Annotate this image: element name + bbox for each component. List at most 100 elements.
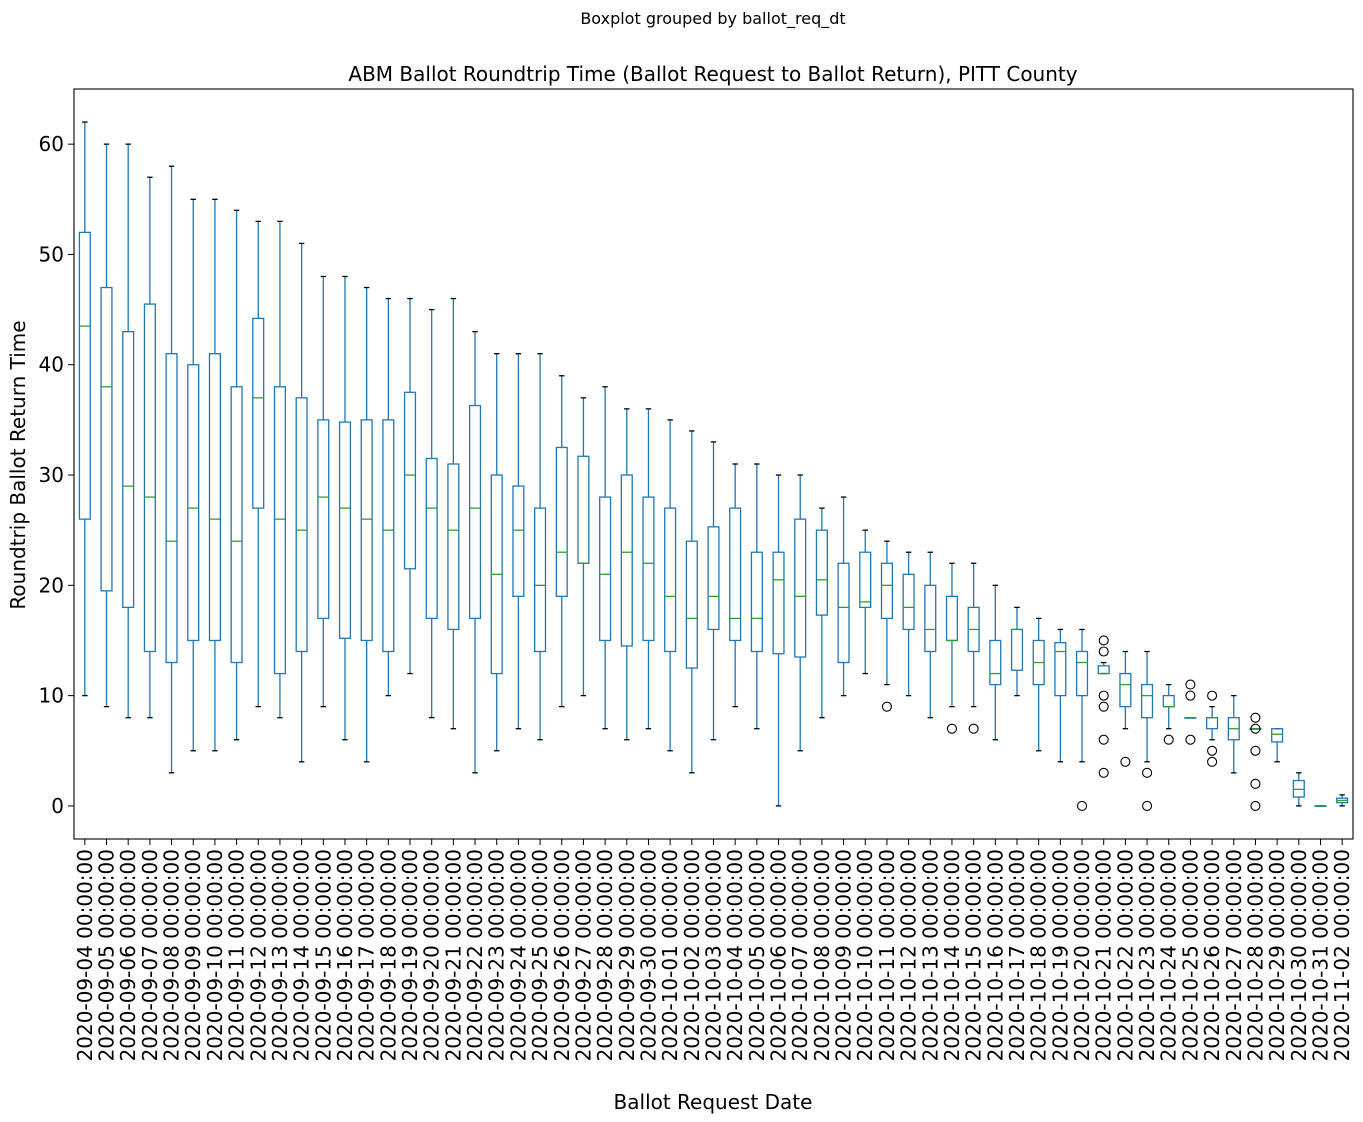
box	[338, 421, 352, 639]
x-tick-label: 2020-10-22 00:00:00	[1113, 849, 1137, 1061]
y-tick-label: 10	[39, 684, 64, 708]
x-tick-label: 2020-09-17 00:00:00	[355, 849, 379, 1061]
x-tick-label: 2020-09-05 00:00:00	[95, 849, 119, 1061]
x-tick-label: 2020-09-22 00:00:00	[463, 849, 487, 1061]
box	[859, 551, 872, 609]
x-tick-label: 2020-09-18 00:00:00	[376, 849, 400, 1061]
box	[317, 419, 330, 620]
box	[1271, 728, 1284, 743]
x-tick-label: 2020-10-02 00:00:00	[680, 849, 704, 1061]
outlier-point	[1098, 734, 1109, 745]
box	[208, 353, 221, 642]
x-tick-label: 2020-09-27 00:00:00	[571, 849, 595, 1061]
outlier-point	[1250, 778, 1261, 789]
x-tick-label: 2020-09-20 00:00:00	[420, 849, 444, 1061]
box	[1119, 672, 1132, 708]
box	[1162, 694, 1175, 708]
x-tick-label: 2020-09-04 00:00:00	[73, 849, 97, 1061]
box	[794, 518, 807, 658]
outlier-point	[1250, 800, 1261, 811]
box	[468, 404, 482, 620]
x-tick-label: 2020-10-11 00:00:00	[875, 849, 899, 1061]
box	[880, 562, 893, 620]
x-tick-label: 2020-11-02 00:00:00	[1330, 849, 1354, 1061]
box	[989, 639, 1002, 686]
box	[577, 455, 590, 564]
box	[642, 496, 655, 642]
x-tick-label: 2020-10-10 00:00:00	[853, 849, 877, 1061]
x-tick-label: 2020-10-12 00:00:00	[897, 849, 921, 1061]
x-tick-label: 2020-09-15 00:00:00	[311, 849, 335, 1061]
outlier-point	[1163, 734, 1174, 745]
outlier-point	[1098, 635, 1109, 646]
x-tick-label: 2020-09-11 00:00:00	[225, 849, 249, 1061]
x-tick-label: 2020-10-06 00:00:00	[767, 849, 791, 1061]
y-tick-label: 60	[39, 132, 64, 156]
box	[772, 551, 785, 655]
outlier-point	[1098, 701, 1109, 712]
x-tick-label: 2020-10-04 00:00:00	[723, 849, 747, 1061]
x-tick-label: 2020-10-26 00:00:00	[1200, 849, 1224, 1061]
box	[187, 364, 200, 642]
outlier-point	[1250, 723, 1261, 734]
x-tick-label: 2020-09-09 00:00:00	[181, 849, 205, 1061]
x-tick-label: 2020-10-07 00:00:00	[788, 849, 812, 1061]
x-tick-label: 2020-10-17 00:00:00	[1005, 849, 1029, 1061]
x-tick-label: 2020-10-28 00:00:00	[1243, 849, 1267, 1061]
outlier-point	[1098, 690, 1109, 701]
box	[78, 231, 91, 520]
box	[685, 540, 698, 669]
x-tick-label: 2020-10-03 00:00:00	[702, 849, 726, 1061]
outlier-point	[1207, 745, 1218, 756]
x-tick-label: 2020-09-23 00:00:00	[485, 849, 509, 1061]
y-tick-label: 30	[39, 463, 64, 487]
x-tick-label: 2020-09-30 00:00:00	[636, 849, 660, 1061]
outlier-point	[1207, 756, 1218, 767]
x-tick-label: 2020-09-25 00:00:00	[528, 849, 552, 1061]
x-tick-label: 2020-10-18 00:00:00	[1027, 849, 1051, 1061]
x-tick-label: 2020-10-08 00:00:00	[810, 849, 834, 1061]
x-tick-label: 2020-09-16 00:00:00	[333, 849, 357, 1061]
box	[100, 286, 113, 592]
box	[1097, 665, 1110, 675]
x-tick-label: 2020-09-10 00:00:00	[203, 849, 227, 1061]
box	[273, 386, 287, 675]
outlier-point	[1250, 712, 1261, 723]
y-tick-label: 40	[39, 353, 64, 377]
y-tick-label: 0	[51, 794, 64, 818]
x-tick-label: 2020-10-30 00:00:00	[1287, 849, 1311, 1061]
x-tick-label: 2020-10-09 00:00:00	[832, 849, 856, 1061]
box	[382, 419, 395, 653]
box	[1140, 683, 1154, 719]
outlier-point	[1076, 800, 1088, 811]
box	[555, 446, 568, 598]
x-tick-label: 2020-09-28 00:00:00	[593, 849, 617, 1061]
x-tick-label: 2020-10-14 00:00:00	[940, 849, 964, 1061]
box	[230, 386, 243, 664]
box	[425, 457, 438, 620]
x-tick-label: 2020-09-08 00:00:00	[160, 849, 184, 1061]
box	[599, 496, 612, 642]
box	[512, 485, 525, 598]
box	[1010, 628, 1024, 671]
box	[707, 526, 720, 631]
x-tick-label: 2020-10-25 00:00:00	[1178, 849, 1202, 1061]
outlier-point	[1142, 800, 1153, 811]
outlier-point	[946, 723, 958, 734]
x-axis-label: Ballot Request Date	[614, 1090, 813, 1114]
x-tick-label: 2020-09-12 00:00:00	[246, 849, 270, 1061]
box	[1206, 717, 1219, 730]
box	[1075, 650, 1089, 697]
outlier-point	[1185, 679, 1196, 690]
y-axis-label: Roundtrip Ballot Return Time	[6, 320, 30, 609]
box	[837, 562, 850, 664]
x-tick-label: 2020-09-07 00:00:00	[138, 849, 162, 1061]
box	[165, 353, 178, 664]
y-tick-label: 50	[39, 242, 64, 266]
plot-frame	[73, 88, 1354, 840]
box	[750, 551, 763, 653]
x-tick-label: 2020-09-13 00:00:00	[268, 849, 292, 1061]
outlier-point	[1250, 745, 1261, 756]
box	[534, 507, 547, 653]
